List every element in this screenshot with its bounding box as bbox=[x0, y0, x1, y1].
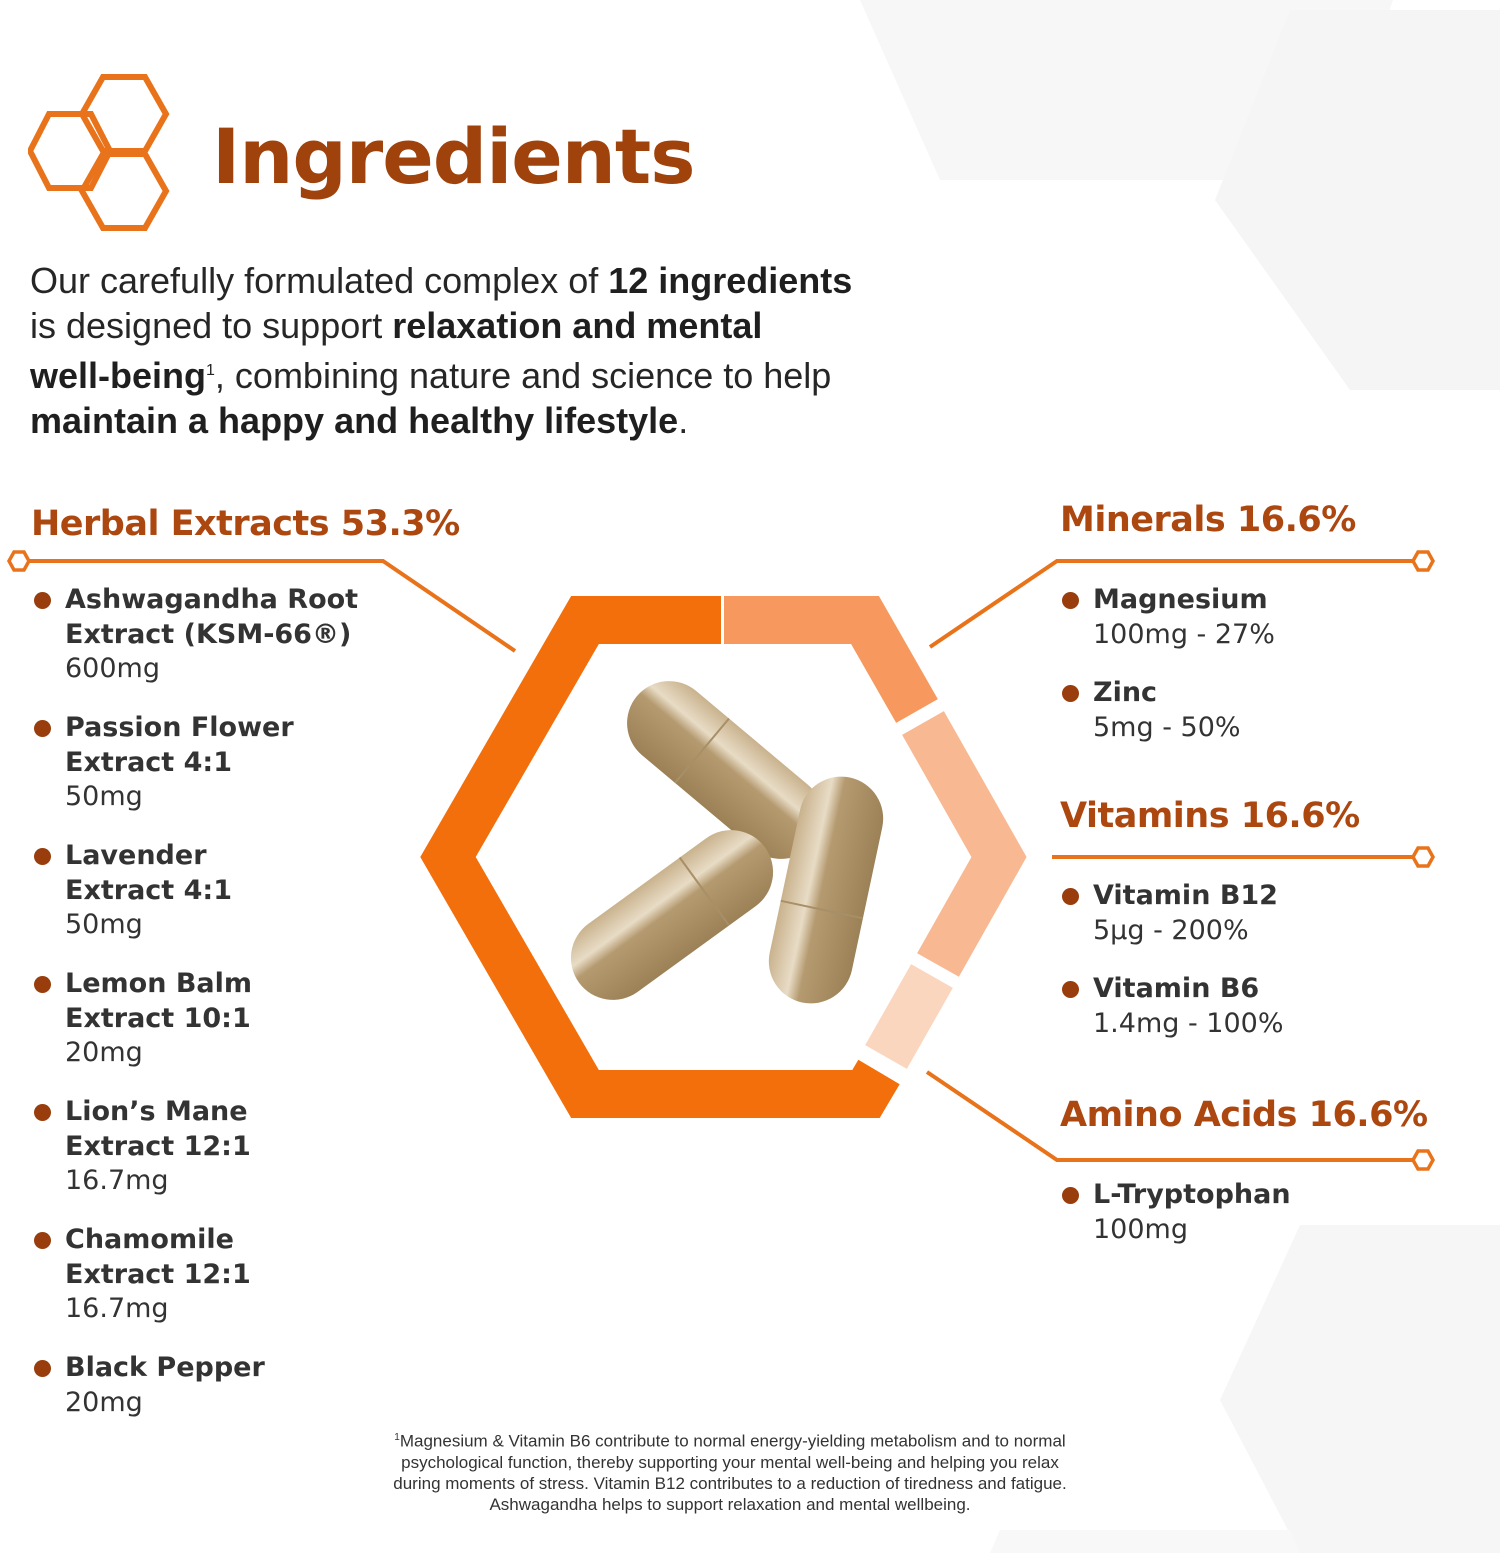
ingredient-amount: 20mg bbox=[65, 1037, 143, 1068]
footnote-marker: 1 bbox=[394, 1432, 400, 1443]
amino-hex-marker bbox=[1410, 1149, 1436, 1171]
ingredient-item: Lemon Balm Extract 10:1 20mg bbox=[34, 967, 253, 1071]
footnote-line: during moments of stress. Vitamin B12 co… bbox=[393, 1473, 1067, 1493]
herbal-hex-marker bbox=[6, 550, 32, 572]
page-title: Ingredients bbox=[212, 112, 695, 201]
ingredient-item: Zinc 5mg - 50% bbox=[1062, 676, 1241, 745]
vitamins-heading: Vitamins 16.6% bbox=[1060, 796, 1360, 836]
footnote-marker: 1 bbox=[206, 362, 215, 379]
ingredient-amount: 16.7mg bbox=[65, 1293, 169, 1324]
bullet-icon bbox=[34, 976, 51, 993]
minerals-hex-marker bbox=[1410, 550, 1436, 572]
intro-segment: is designed to support bbox=[30, 305, 393, 346]
ingredient-amount: 600mg bbox=[65, 653, 160, 684]
ingredient-item: Black Pepper 20mg bbox=[34, 1351, 265, 1420]
ingredient-name: Ashwagandha Root bbox=[65, 584, 359, 615]
ingredient-amount: 100mg - 27% bbox=[1093, 618, 1275, 650]
ingredient-name: Magnesium bbox=[1093, 584, 1268, 615]
ingredient-name: Vitamin B6 bbox=[1093, 973, 1260, 1004]
bullet-icon bbox=[34, 592, 51, 609]
bullet-icon bbox=[1062, 1187, 1079, 1204]
ingredient-name: Black Pepper bbox=[65, 1352, 265, 1383]
vitamins-hex-marker bbox=[1410, 846, 1436, 868]
ingredient-name: L-Tryptophan bbox=[1093, 1179, 1291, 1210]
ingredient-item: Chamomile Extract 12:1 16.7mg bbox=[34, 1223, 251, 1327]
intro-segment: . bbox=[678, 400, 689, 441]
ingredient-item: Ashwagandha Root Extract (KSM-66®) 600mg bbox=[34, 583, 359, 687]
ingredient-item: Vitamin B12 5µg - 200% bbox=[1062, 879, 1278, 948]
ingredient-name: Extract 4:1 bbox=[65, 874, 232, 906]
ingredient-amount: 16.7mg bbox=[65, 1165, 169, 1196]
footnote-line: Magnesium & Vitamin B6 contribute to nor… bbox=[399, 1431, 1066, 1451]
ingredient-name: Vitamin B12 bbox=[1093, 880, 1278, 911]
ingredient-name: Extract 10:1 bbox=[65, 1002, 251, 1034]
ingredient-name: Extract 12:1 bbox=[65, 1258, 251, 1290]
ingredient-item: Lavender Extract 4:1 50mg bbox=[34, 839, 232, 943]
ingredient-item: Passion Flower Extract 4:1 50mg bbox=[34, 711, 294, 815]
ingredient-name: Lavender bbox=[65, 840, 207, 871]
hex-segment-amino bbox=[865, 964, 953, 1069]
ingredient-amount: 50mg bbox=[65, 909, 143, 940]
ingredient-name: Extract 4:1 bbox=[65, 746, 232, 778]
ingredient-item: Lion’s Mane Extract 12:1 16.7mg bbox=[34, 1095, 251, 1199]
hex-segment-herbal bbox=[420, 596, 900, 1118]
ingredient-amount: 50mg bbox=[65, 781, 143, 812]
herbal-heading: Herbal Extracts 53.3% bbox=[31, 504, 460, 544]
intro-segment-bold: well-being bbox=[30, 355, 207, 396]
ingredient-amount: 1.4mg - 100% bbox=[1093, 1007, 1284, 1039]
minerals-connector bbox=[928, 559, 1413, 649]
ingredient-item: L-Tryptophan 100mg bbox=[1062, 1178, 1291, 1247]
minerals-heading: Minerals 16.6% bbox=[1060, 500, 1356, 540]
ingredient-name: Passion Flower bbox=[65, 712, 294, 743]
bullet-icon bbox=[34, 848, 51, 865]
hex-segment-vitamins bbox=[902, 711, 1027, 977]
bullet-icon bbox=[34, 1104, 51, 1121]
ingredient-name: Lion’s Mane bbox=[65, 1096, 248, 1127]
footnote-line: Ashwagandha helps to support relaxation … bbox=[489, 1494, 971, 1514]
bullet-icon bbox=[34, 720, 51, 737]
intro-segment-bold: 12 ingredients bbox=[608, 260, 853, 301]
ingredient-name: Zinc bbox=[1093, 677, 1158, 708]
bullet-icon bbox=[1062, 685, 1079, 702]
hex-segment-minerals bbox=[724, 596, 938, 723]
ingredient-name: Chamomile bbox=[65, 1224, 234, 1255]
footnote: 1Magnesium & Vitamin B6 contribute to no… bbox=[340, 1427, 1120, 1515]
ingredient-amount: 5mg - 50% bbox=[1093, 711, 1241, 743]
ingredient-amount: 20mg bbox=[65, 1386, 143, 1418]
amino-heading: Amino Acids 16.6% bbox=[1060, 1095, 1428, 1135]
intro-segment: Our carefully formulated complex of bbox=[30, 260, 609, 301]
ingredient-item: Vitamin B6 1.4mg - 100% bbox=[1062, 972, 1284, 1041]
capsules-image bbox=[570, 681, 884, 1004]
herbal-connector bbox=[26, 559, 517, 653]
amino-connector bbox=[925, 1070, 1413, 1162]
intro-text: Our carefully formulated complex of 12 i… bbox=[30, 258, 852, 443]
intro-segment-bold: relaxation and mental bbox=[392, 305, 763, 346]
ingredient-amount: 100mg bbox=[1093, 1213, 1188, 1245]
ingredient-name: Extract 12:1 bbox=[65, 1130, 251, 1162]
bullet-icon bbox=[34, 1232, 51, 1249]
ingredient-name: Extract (KSM-66®) bbox=[65, 618, 352, 650]
bullet-icon bbox=[34, 1360, 51, 1377]
bullet-icon bbox=[1062, 888, 1079, 905]
bullet-icon bbox=[1062, 592, 1079, 609]
ingredient-amount: 5µg - 200% bbox=[1093, 914, 1249, 946]
honeycomb-icon bbox=[28, 74, 170, 231]
ingredient-item: Magnesium 100mg - 27% bbox=[1062, 583, 1275, 652]
bullet-icon bbox=[1062, 981, 1079, 998]
ingredient-name: Lemon Balm bbox=[65, 968, 253, 999]
intro-segment-bold: maintain a happy and healthy lifestyle bbox=[30, 400, 679, 441]
footnote-line: psychological function, thereby supporti… bbox=[401, 1452, 1059, 1472]
intro-segment: , combining nature and science to help bbox=[214, 355, 832, 396]
